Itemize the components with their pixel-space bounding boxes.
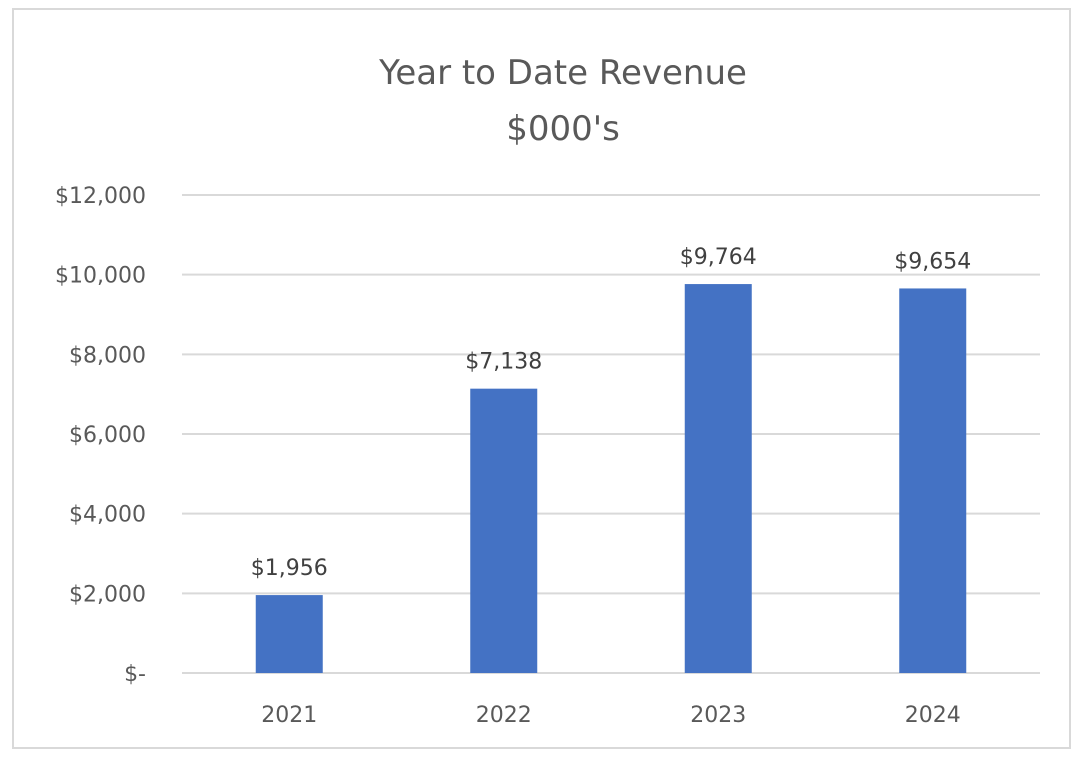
data-labels: $1,956 $7,138 $9,764 $9,654 [251,245,971,581]
bar-2022 [470,388,538,673]
y-axis-tick-labels: $- $2,000 $4,000 $6,000 $8,000 $10,000 $12,000 [55,184,146,687]
x-axis-tick-labels: 2021 2022 2023 2024 [261,703,961,728]
bar-2023 [684,284,752,673]
y-tick-label: $6,000 [69,423,146,448]
data-label-2024: $9,654 [894,249,971,274]
y-tick-label: $2,000 [69,582,146,607]
x-tick-label-2024: 2024 [905,703,961,728]
bars [255,284,967,673]
y-tick-label: $12,000 [55,184,146,209]
data-label-2022: $7,138 [465,350,542,375]
chart-subtitle: $000's [506,109,620,149]
y-tick-label: $8,000 [69,343,146,368]
chart-title: Year to Date Revenue [378,53,747,93]
data-label-2023: $9,764 [680,245,757,270]
y-tick-label: $10,000 [55,264,146,289]
x-tick-label-2023: 2023 [690,703,746,728]
bar-2024 [899,288,967,673]
gridlines [182,194,1040,674]
y-tick-label: $4,000 [69,503,146,528]
data-label-2021: $1,956 [251,556,328,581]
x-tick-label-2022: 2022 [476,703,532,728]
bar-2021 [255,595,323,673]
y-tick-label: $- [124,662,146,687]
chart-frame [12,8,1071,749]
x-tick-label-2021: 2021 [261,703,317,728]
